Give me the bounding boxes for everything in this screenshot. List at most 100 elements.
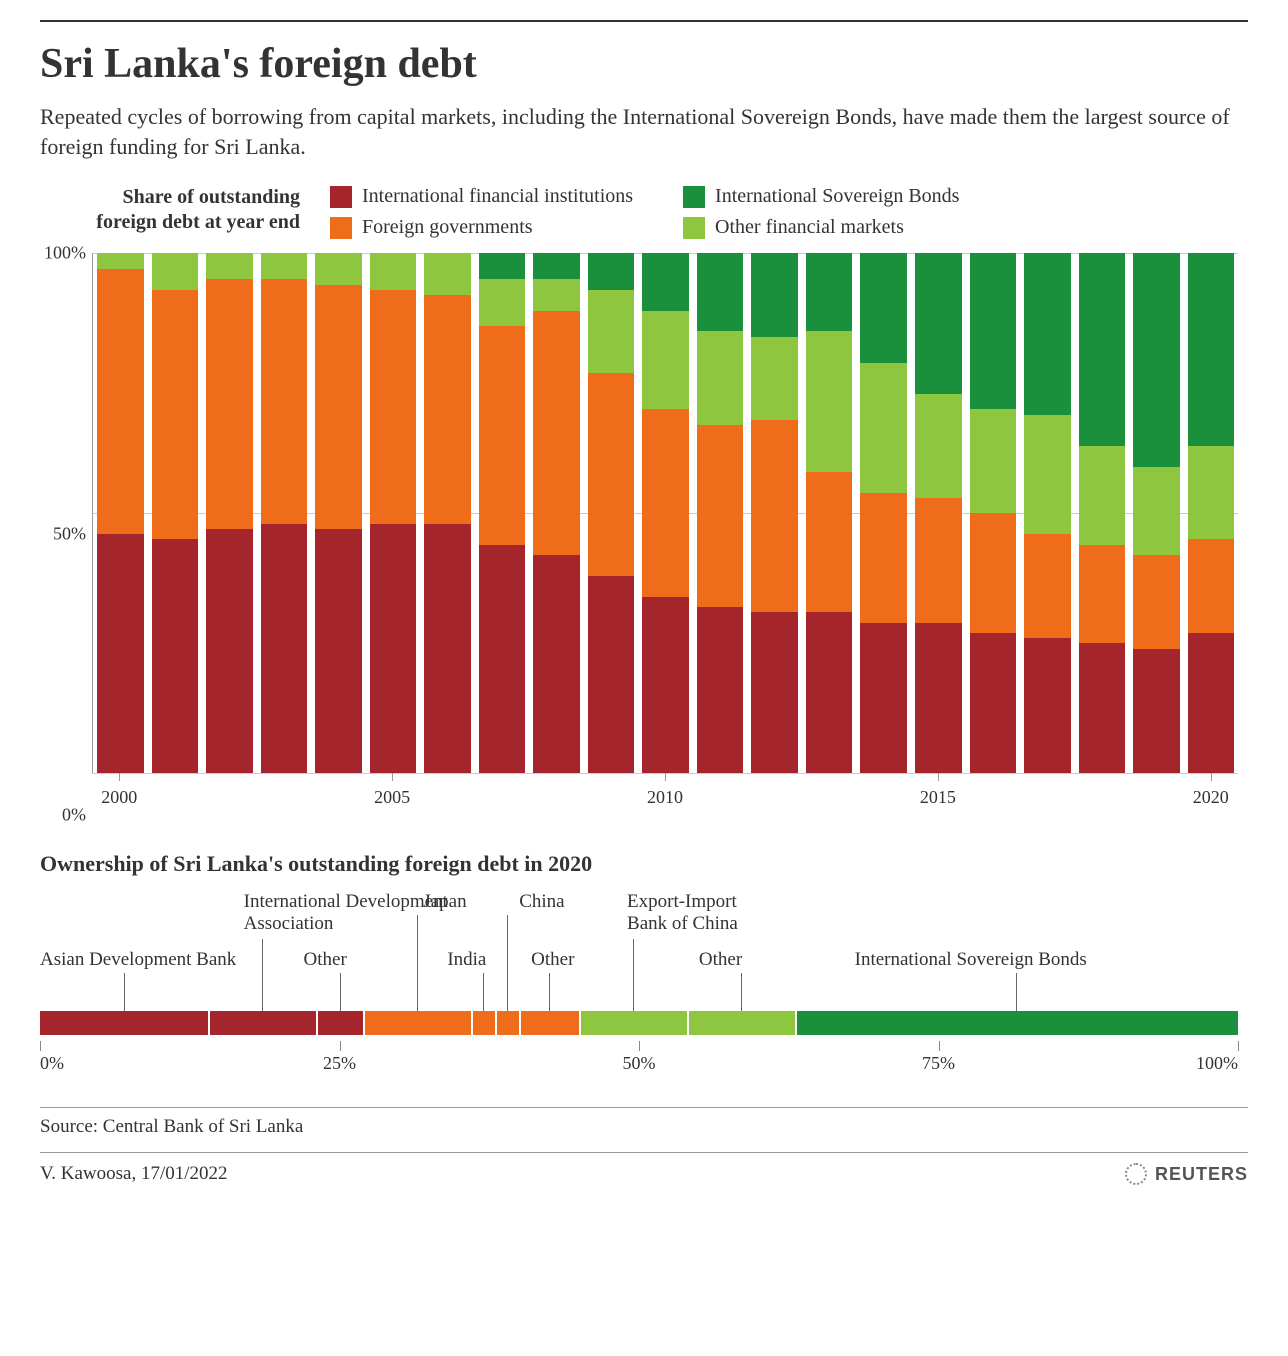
bar-segment	[806, 331, 853, 471]
bar-segment	[860, 253, 907, 362]
bar-segment	[588, 290, 635, 373]
bar-2005	[370, 253, 417, 773]
bar-2019	[1133, 253, 1180, 773]
x-tick-label: 2020	[1193, 787, 1229, 808]
ownership-label: China	[519, 891, 564, 913]
bar-2020	[1188, 253, 1235, 773]
legend-title-line1: Share of outstanding	[80, 185, 300, 210]
bar-segment	[479, 326, 526, 544]
bar-segment	[1079, 545, 1126, 644]
ownership-label: Japan	[423, 891, 466, 913]
bar-segment	[1133, 253, 1180, 466]
ownership-segment	[40, 1011, 208, 1035]
ownership-label: Other	[699, 949, 742, 971]
bar-segment	[370, 524, 417, 774]
ownership-segment	[687, 1011, 795, 1035]
legend-item: Foreign governments	[330, 216, 633, 239]
bar-segment	[915, 498, 962, 623]
y-tick-label: 50%	[53, 524, 86, 545]
ownership-x-label: 75%	[922, 1053, 955, 1074]
ownership-segment	[579, 1011, 687, 1035]
reuters-icon	[1125, 1163, 1147, 1185]
bar-segment	[642, 409, 689, 596]
bar-2011	[697, 253, 744, 773]
bar-2002	[206, 253, 253, 773]
bar-segment	[1133, 467, 1180, 555]
x-tick	[1211, 773, 1212, 781]
legend-swatch	[683, 217, 705, 239]
bar-segment	[424, 524, 471, 774]
y-tick-label: 100%	[44, 243, 86, 264]
bar-segment	[533, 279, 580, 310]
y-tick-label: 0%	[62, 805, 86, 826]
x-axis: 20002005201020152020	[92, 781, 1238, 815]
bar-segment	[370, 290, 417, 524]
x-tick	[392, 773, 393, 781]
bar-segment	[97, 269, 144, 534]
bar-2000	[97, 253, 144, 773]
legend-item: International financial institutions	[330, 185, 633, 208]
ownership-title: Ownership of Sri Lanka's outstanding for…	[40, 851, 1248, 877]
ownership-label: International Sovereign Bonds	[855, 949, 1087, 971]
bar-segment	[642, 597, 689, 774]
bar-2009	[588, 253, 635, 773]
bar-segment	[915, 253, 962, 393]
label-connector	[417, 915, 418, 1011]
ownership-x-tick	[939, 1041, 940, 1051]
bar-segment	[1024, 534, 1071, 638]
ownership-label: India	[447, 949, 486, 971]
bar-segment	[1133, 649, 1180, 774]
bar-segment	[152, 539, 199, 773]
bar-segment	[1133, 555, 1180, 649]
brand: REUTERS	[1125, 1163, 1248, 1185]
label-connector	[741, 973, 742, 1011]
bar-segment	[152, 290, 199, 540]
bar-segment	[751, 612, 798, 773]
x-tick	[119, 773, 120, 781]
top-rule	[40, 20, 1248, 22]
legend-item: Other financial markets	[683, 216, 959, 239]
bar-segment	[806, 253, 853, 331]
bar-segment	[915, 394, 962, 498]
bar-segment	[970, 409, 1017, 513]
bar-2015	[915, 253, 962, 773]
bar-segment	[97, 534, 144, 773]
bar-2008	[533, 253, 580, 773]
bar-segment	[1188, 253, 1235, 445]
bar-segment	[751, 337, 798, 420]
ownership-x-label: 0%	[40, 1053, 64, 1074]
bar-segment	[1024, 415, 1071, 535]
x-tick	[938, 773, 939, 781]
bar-segment	[860, 363, 907, 493]
bars-container	[92, 253, 1238, 773]
ownership-segment	[795, 1011, 1238, 1035]
bar-segment	[315, 285, 362, 529]
bar-2003	[261, 253, 308, 773]
bar-2001	[152, 253, 199, 773]
bar-segment	[424, 253, 471, 295]
legend-label: International financial institutions	[362, 185, 633, 208]
bar-segment	[1188, 446, 1235, 540]
ownership-label: Other	[304, 949, 347, 971]
source-line: Source: Central Bank of Sri Lanka	[40, 1107, 1248, 1138]
y-axis: 0%50%100%	[40, 253, 90, 815]
bar-segment	[970, 513, 1017, 633]
ownership-labels: Asian Development BankInternational Deve…	[40, 891, 1238, 1011]
ownership-x-axis: 0%25%50%75%100%	[40, 1041, 1238, 1081]
bar-segment	[261, 524, 308, 774]
legend-item: International Sovereign Bonds	[683, 185, 959, 208]
bar-2017	[1024, 253, 1071, 773]
label-connector	[262, 939, 263, 1011]
bar-segment	[751, 253, 798, 336]
bar-2013	[806, 253, 853, 773]
ownership-x-tick	[40, 1041, 41, 1051]
ownership-x-tick	[639, 1041, 640, 1051]
legend-title-line2: foreign debt at year end	[80, 210, 300, 235]
label-connector	[1016, 973, 1017, 1011]
bar-2018	[1079, 253, 1126, 773]
legend-columns: International financial institutions Fore…	[330, 185, 959, 239]
ownership-x-label: 50%	[623, 1053, 656, 1074]
ownership-segment	[495, 1011, 519, 1035]
brand-text: REUTERS	[1155, 1164, 1248, 1185]
bar-2004	[315, 253, 362, 773]
